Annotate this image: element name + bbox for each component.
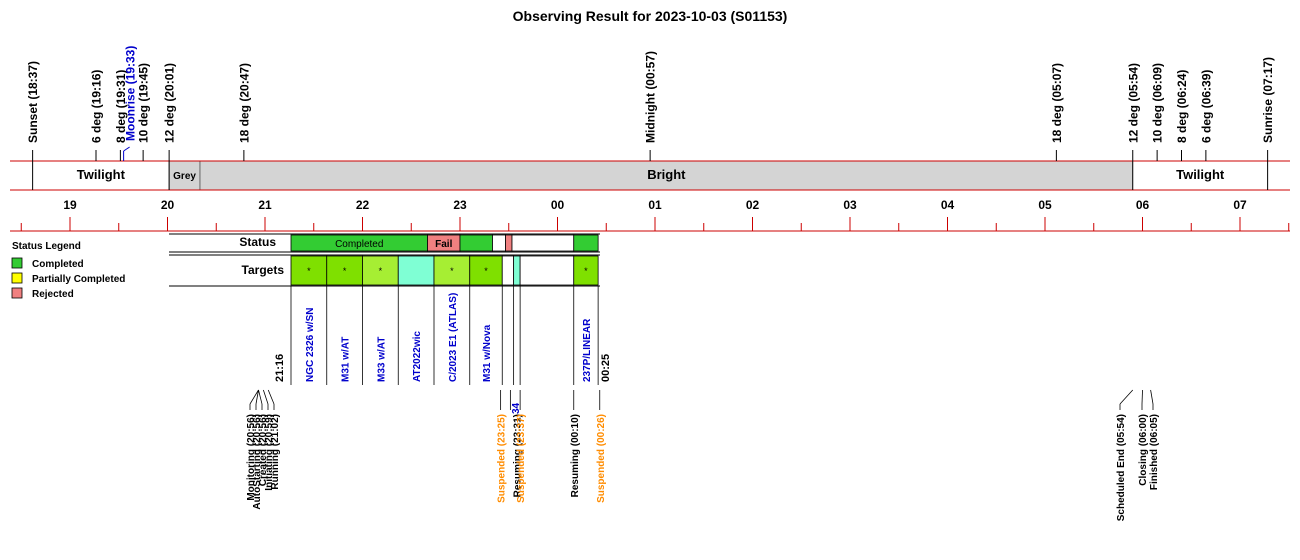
sky-band-label-twilight: Twilight: [1176, 167, 1225, 182]
bottom-event-leader: [1119, 389, 1134, 405]
target-segment-9: [573, 255, 599, 286]
status-segment-4: [505, 234, 513, 252]
top-event-sunrise-07-17: Sunrise (07:17): [1261, 57, 1275, 143]
sky-band-1-grey: [168, 160, 201, 191]
target-mark: *: [584, 266, 588, 276]
bottom-event-leader: [262, 389, 269, 405]
sky-band-label-grey: Grey: [173, 171, 196, 182]
top-event-10-deg-06-09: 10 deg (06:09): [1151, 63, 1165, 143]
top-event-sunset-18-37: Sunset (18:37): [26, 61, 40, 143]
top-event-12-deg-05-54: 12 deg (05:54): [1126, 63, 1140, 143]
target-segment-6: [501, 255, 515, 286]
bottom-event-scheduled-end-05-54: Scheduled End (05:54): [1116, 414, 1127, 521]
status-segment-6: [573, 234, 599, 252]
bottom-event-running-21-02: Running (21:02): [270, 414, 281, 490]
chart-title: Observing Result for 2023-10-03 (S01153): [513, 8, 788, 24]
target-segment-7: [513, 255, 521, 286]
sky-band-3-twilight: [1132, 161, 1268, 190]
bottom-event-leader: [255, 389, 259, 405]
target-segment-0: [290, 255, 328, 286]
target-name-m33-w-at: M33 w/AT: [376, 337, 387, 382]
top-event-8-deg-19-31: 8 deg (19:31): [114, 70, 128, 143]
bottom-event-resuming-23-31: Resuming (23:31): [512, 414, 523, 497]
target-segment-8: [519, 255, 575, 286]
top-event-6-deg-06-39: 6 deg (06:39): [1199, 70, 1213, 143]
top-event-10-deg-19-45: 10 deg (19:45): [137, 63, 151, 143]
sky-band-0-twilight: [32, 161, 170, 190]
sky-band-label-bright: Bright: [647, 167, 686, 182]
hour-tick-label-05: 05: [1038, 198, 1052, 212]
bottom-event-created-20-56: Created (20:56): [258, 414, 269, 486]
legend-title: Status Legend: [12, 241, 81, 252]
top-event-18-deg-20-47: 18 deg (20:47): [237, 63, 251, 143]
hour-tick-label-21: 21: [258, 198, 272, 212]
top-event-8-deg-06-24: 8 deg (06:24): [1175, 70, 1189, 143]
target-mark: *: [343, 266, 347, 276]
bottom-event-closing-06-00: Closing (06:00): [1138, 414, 1149, 486]
bottom-event-resuming-00-10: Resuming (00:10): [570, 414, 581, 497]
bottom-event-leader: [1141, 389, 1143, 405]
bottom-event-leader: [1150, 389, 1154, 405]
small-target-label: 34: [511, 402, 522, 414]
hour-tick-label-06: 06: [1136, 198, 1150, 212]
hour-tick-label-20: 20: [161, 198, 175, 212]
hour-tick-label-00: 00: [551, 198, 565, 212]
status-segment-3: [492, 234, 506, 252]
sky-band-label-twilight: Twilight: [77, 167, 126, 182]
target-name-237p-linear: 237P/LINEAR: [582, 318, 593, 382]
hour-tick-label-03: 03: [843, 198, 857, 212]
status-row-label: Status: [239, 235, 276, 249]
target-mark: *: [450, 266, 454, 276]
status-segment-2: [459, 234, 493, 252]
legend-swatch-partially-completed: [11, 272, 23, 284]
legend-label-completed: Completed: [32, 259, 84, 270]
legend-label-rejected: Rejected: [32, 289, 74, 300]
target-name-at2022wic: AT2022wic: [412, 331, 423, 382]
hour-tick-label-19: 19: [63, 198, 77, 212]
run-start-time-label: 21:16: [274, 354, 286, 382]
hour-tick-label-04: 04: [941, 198, 955, 212]
top-event-12-deg-20-01: 12 deg (20:01): [163, 63, 177, 143]
hour-tick-label-01: 01: [648, 198, 662, 212]
target-name-m31-w-nova: M31 w/Nova: [482, 324, 493, 382]
target-segment-3: [397, 255, 435, 286]
hour-tick-label-07: 07: [1233, 198, 1247, 212]
top-event-midnight-00-57: Midnight (00:57): [644, 51, 658, 143]
top-event-moonrise-19-33: Moonrise (19:33): [124, 46, 138, 141]
target-name-c-2023-e1-atlas: C/2023 E1 (ATLAS): [448, 293, 459, 382]
bottom-event-suspended-00-26: Suspended (00:26): [596, 414, 607, 503]
target-name-m31-w-at: M31 w/AT: [341, 337, 352, 382]
top-event-18-deg-05-07: 18 deg (05:07): [1050, 63, 1064, 143]
bottom-event-leader: [249, 389, 259, 405]
legend-label-partially-completed: Partially Completed: [32, 274, 125, 285]
top-event-6-deg-19-16: 6 deg (19:16): [90, 70, 104, 143]
target-segment-1: [326, 255, 363, 286]
target-mark: *: [484, 266, 488, 276]
target-segment-5: [469, 255, 503, 286]
bottom-event-suspended-23-37: Suspended (23:37): [516, 414, 527, 503]
status-segment-5: [511, 234, 575, 252]
target-mark: *: [379, 266, 383, 276]
legend-swatch-rejected: [11, 287, 23, 299]
hour-tick-label-02: 02: [746, 198, 760, 212]
target-mark: *: [307, 266, 311, 276]
bottom-event-suspended-23-25: Suspended (23:25): [497, 414, 508, 503]
run-end-time-label: 00:25: [600, 354, 612, 382]
bottom-event-initiating-20-59: Initiating (20:59): [264, 414, 275, 491]
hour-tick-label-22: 22: [356, 198, 370, 212]
bottom-event-monitoring-20-56: Monitoring (20:56): [246, 414, 257, 501]
status-segment-label-completed: Completed: [335, 239, 383, 250]
target-name-ngc-2326-w-sn: NGC 2326 w/SN: [305, 308, 316, 382]
target-segment-2: [362, 255, 399, 286]
targets-row-label: Targets: [242, 263, 285, 277]
bottom-event-autostarting-20-56: AutoStarting (20:56): [252, 414, 263, 510]
moonrise-leader: [123, 146, 130, 152]
status-segment-label-fail: Fail: [435, 239, 452, 250]
legend-swatch-completed: [11, 257, 23, 269]
bottom-event-leader: [258, 389, 263, 405]
hour-tick-label-23: 23: [453, 198, 467, 212]
bottom-event-finished-06-05: Finished (06:05): [1149, 414, 1160, 490]
bottom-event-leader: [267, 389, 275, 405]
